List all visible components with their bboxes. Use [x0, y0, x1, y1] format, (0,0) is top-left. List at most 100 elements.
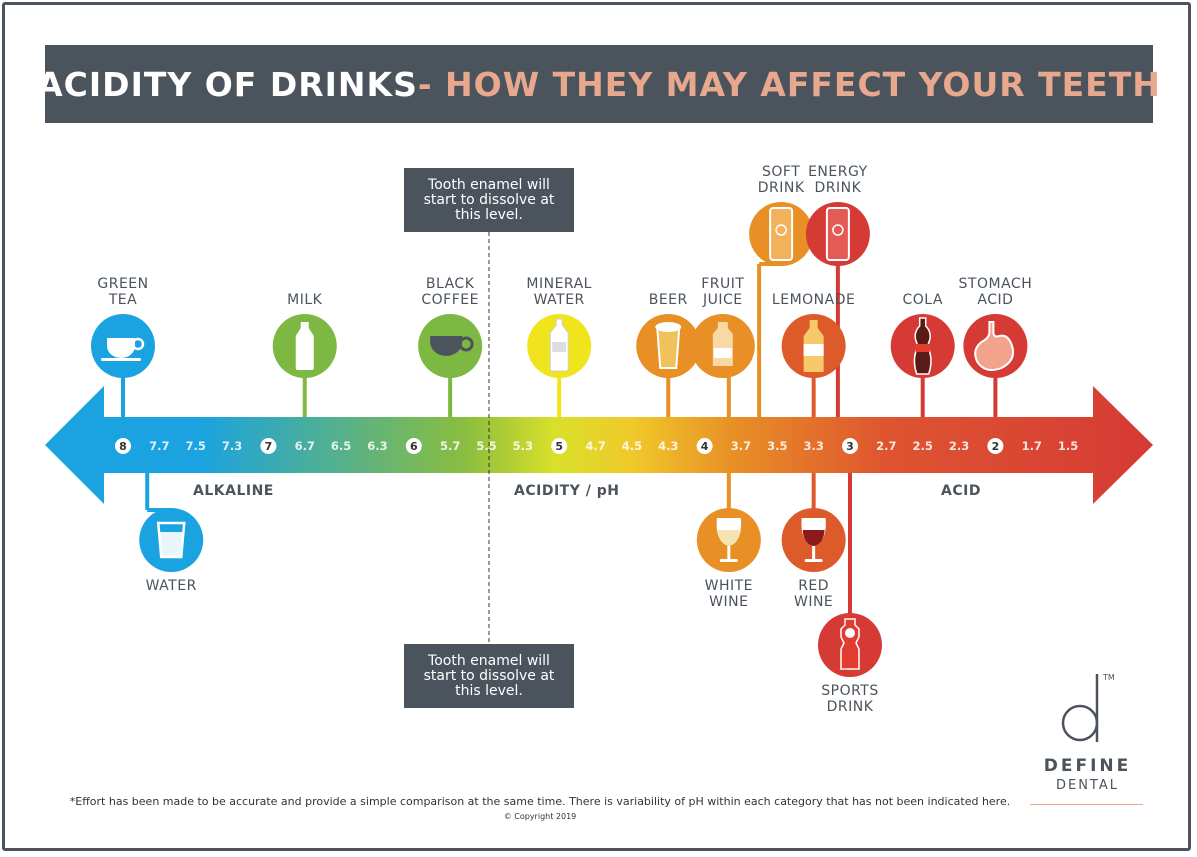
tick-label: 7.5 — [186, 439, 206, 453]
water-label: WATER — [121, 578, 221, 594]
red-wine-label: RED WINE — [764, 578, 864, 610]
tick: 8 — [115, 438, 131, 454]
mineral-water-badge — [527, 314, 592, 378]
lemonade-label-line: LEMONADE — [771, 292, 856, 308]
energy-drink-label-line: ENERGY — [808, 164, 868, 180]
enamel-callout-top: Tooth enamel will start to dissolve at t… — [404, 168, 574, 232]
red-wine-label-line: RED — [798, 578, 830, 594]
green-tea-label-line: TEA — [108, 292, 138, 308]
brand-name: DEFINE — [1043, 756, 1132, 776]
water-bottle-icon — [549, 318, 569, 372]
cola-label: COLA — [873, 292, 973, 308]
tick-label: 4.3 — [658, 439, 678, 453]
tick-label: 4.7 — [585, 439, 605, 453]
fruit-juice-label: FRUIT JUICE — [673, 276, 773, 308]
fruit-juice-badge — [690, 314, 755, 378]
tick-circle — [115, 438, 131, 454]
black-coffee-badge — [418, 314, 483, 378]
zone-label-alkaline: ALKALINE — [193, 483, 274, 499]
tick: 3.5 — [767, 439, 787, 453]
cola-badge — [890, 314, 955, 378]
red-wine-badge — [781, 508, 846, 572]
tick-label: 2.3 — [949, 439, 969, 453]
tick: 4.3 — [658, 439, 678, 453]
tick: 2.7 — [876, 439, 896, 453]
tick: 3.3 — [803, 439, 823, 453]
ph-arrow-band — [45, 386, 1153, 504]
tick-label: 5.3 — [513, 439, 533, 453]
brand-tagline: DENTAL — [1055, 778, 1120, 793]
milk-label: MILK — [255, 292, 355, 308]
soft-drink-label: SOFT DRINK — [731, 164, 831, 196]
enamel-callout-bottom: Tooth enamel will start to dissolve at t… — [404, 644, 574, 708]
sports-drink-label-line: SPORTS — [821, 683, 879, 699]
cola-label-line: COLA — [902, 292, 943, 308]
energy-drink-label: ENERGY DRINK — [788, 164, 888, 196]
enamel-callout-text: Tooth enamel will start to dissolve at t… — [423, 176, 555, 223]
sports-drink-label: SPORTS DRINK — [800, 683, 900, 715]
tick: 5.7 — [440, 439, 460, 453]
black-coffee-label-line: COFFEE — [421, 292, 479, 308]
stomach-acid-label: STOMACH ACID — [945, 276, 1045, 308]
water-badge — [139, 508, 204, 572]
beer-label: BEER — [618, 292, 718, 308]
white-wine-label: WHITE WINE — [679, 578, 779, 610]
tick-label: 6.3 — [367, 439, 387, 453]
tick-label: 8 — [119, 440, 127, 453]
tick-circle — [696, 438, 713, 454]
tick: 5 — [551, 438, 568, 454]
tick-label: 5 — [555, 440, 563, 453]
tick-circle — [405, 438, 422, 454]
tick-layer: 8 7.7 7.5 7.3 7 6.7 6.5 6.3 6 5.7 5.5 5.3 5 4.7 4.5 4.3… — [115, 438, 1078, 454]
zone-label-acid: ACID — [941, 483, 981, 499]
soda-can-icon — [769, 207, 794, 261]
tick-label: 6.5 — [331, 439, 351, 453]
brand-d-mark: TM — [1061, 673, 1115, 742]
tick-label: 7.7 — [149, 439, 169, 453]
tick-label: 4.5 — [622, 439, 642, 453]
title-main: ACIDITY OF DRINKS — [37, 64, 418, 104]
tick: 7.5 — [186, 439, 206, 453]
soft-drink-label-line: SOFT — [761, 164, 801, 180]
glass-icon — [156, 521, 186, 559]
brand-logo: TM DEFINE DENTAL — [1030, 668, 1145, 808]
mineral-water-label-line: WATER — [533, 292, 585, 308]
copyright: © Copyright 2019 — [503, 812, 577, 821]
tick: 1.5 — [1058, 439, 1078, 453]
milk-bottle-icon — [295, 322, 314, 370]
black-coffee-label: BLACK COFFEE — [400, 276, 500, 308]
tick-label: 2.7 — [876, 439, 896, 453]
sports-bottle-icon — [840, 618, 860, 670]
tick: 2.5 — [913, 439, 933, 453]
tick-label: 3.3 — [803, 439, 823, 453]
tick: 5.5 — [476, 439, 496, 453]
juice-bottle-icon — [712, 322, 733, 366]
tick-circle — [260, 438, 277, 454]
tick: 4.5 — [622, 439, 642, 453]
tick: 6.5 — [331, 439, 351, 453]
tick-label: 3 — [846, 440, 854, 453]
wine-glass-icon — [716, 518, 742, 562]
tick: 6.7 — [295, 439, 315, 453]
sports-drink-label-line: DRINK — [826, 699, 874, 715]
coffee-cup-icon — [430, 336, 474, 356]
fruit-juice-label-line: FRUIT — [701, 276, 745, 292]
tick-circle — [551, 438, 568, 454]
brand-underline — [1030, 804, 1143, 805]
red-wine-label-line: WINE — [793, 594, 834, 610]
tick-label: 2 — [992, 440, 1000, 453]
tick-label: 2.5 — [913, 439, 933, 453]
tick: 3.7 — [731, 439, 751, 453]
drink-badge-layer — [91, 202, 1028, 677]
mineral-water-label-line: MINERAL — [526, 276, 592, 292]
soft-drink-label-line: DRINK — [757, 180, 805, 196]
green-tea-label-line: GREEN — [97, 276, 149, 292]
tick-label: 3.5 — [767, 439, 787, 453]
red-wine-glass-icon — [801, 518, 826, 562]
tick-circle — [842, 438, 858, 454]
title-sub: - HOW THEY MAY AFFECT YOUR TEETH — [417, 64, 1161, 104]
white-wine-label-line: WINE — [709, 594, 749, 610]
tick-circle — [987, 438, 1004, 454]
beer-glass-icon — [655, 322, 682, 369]
